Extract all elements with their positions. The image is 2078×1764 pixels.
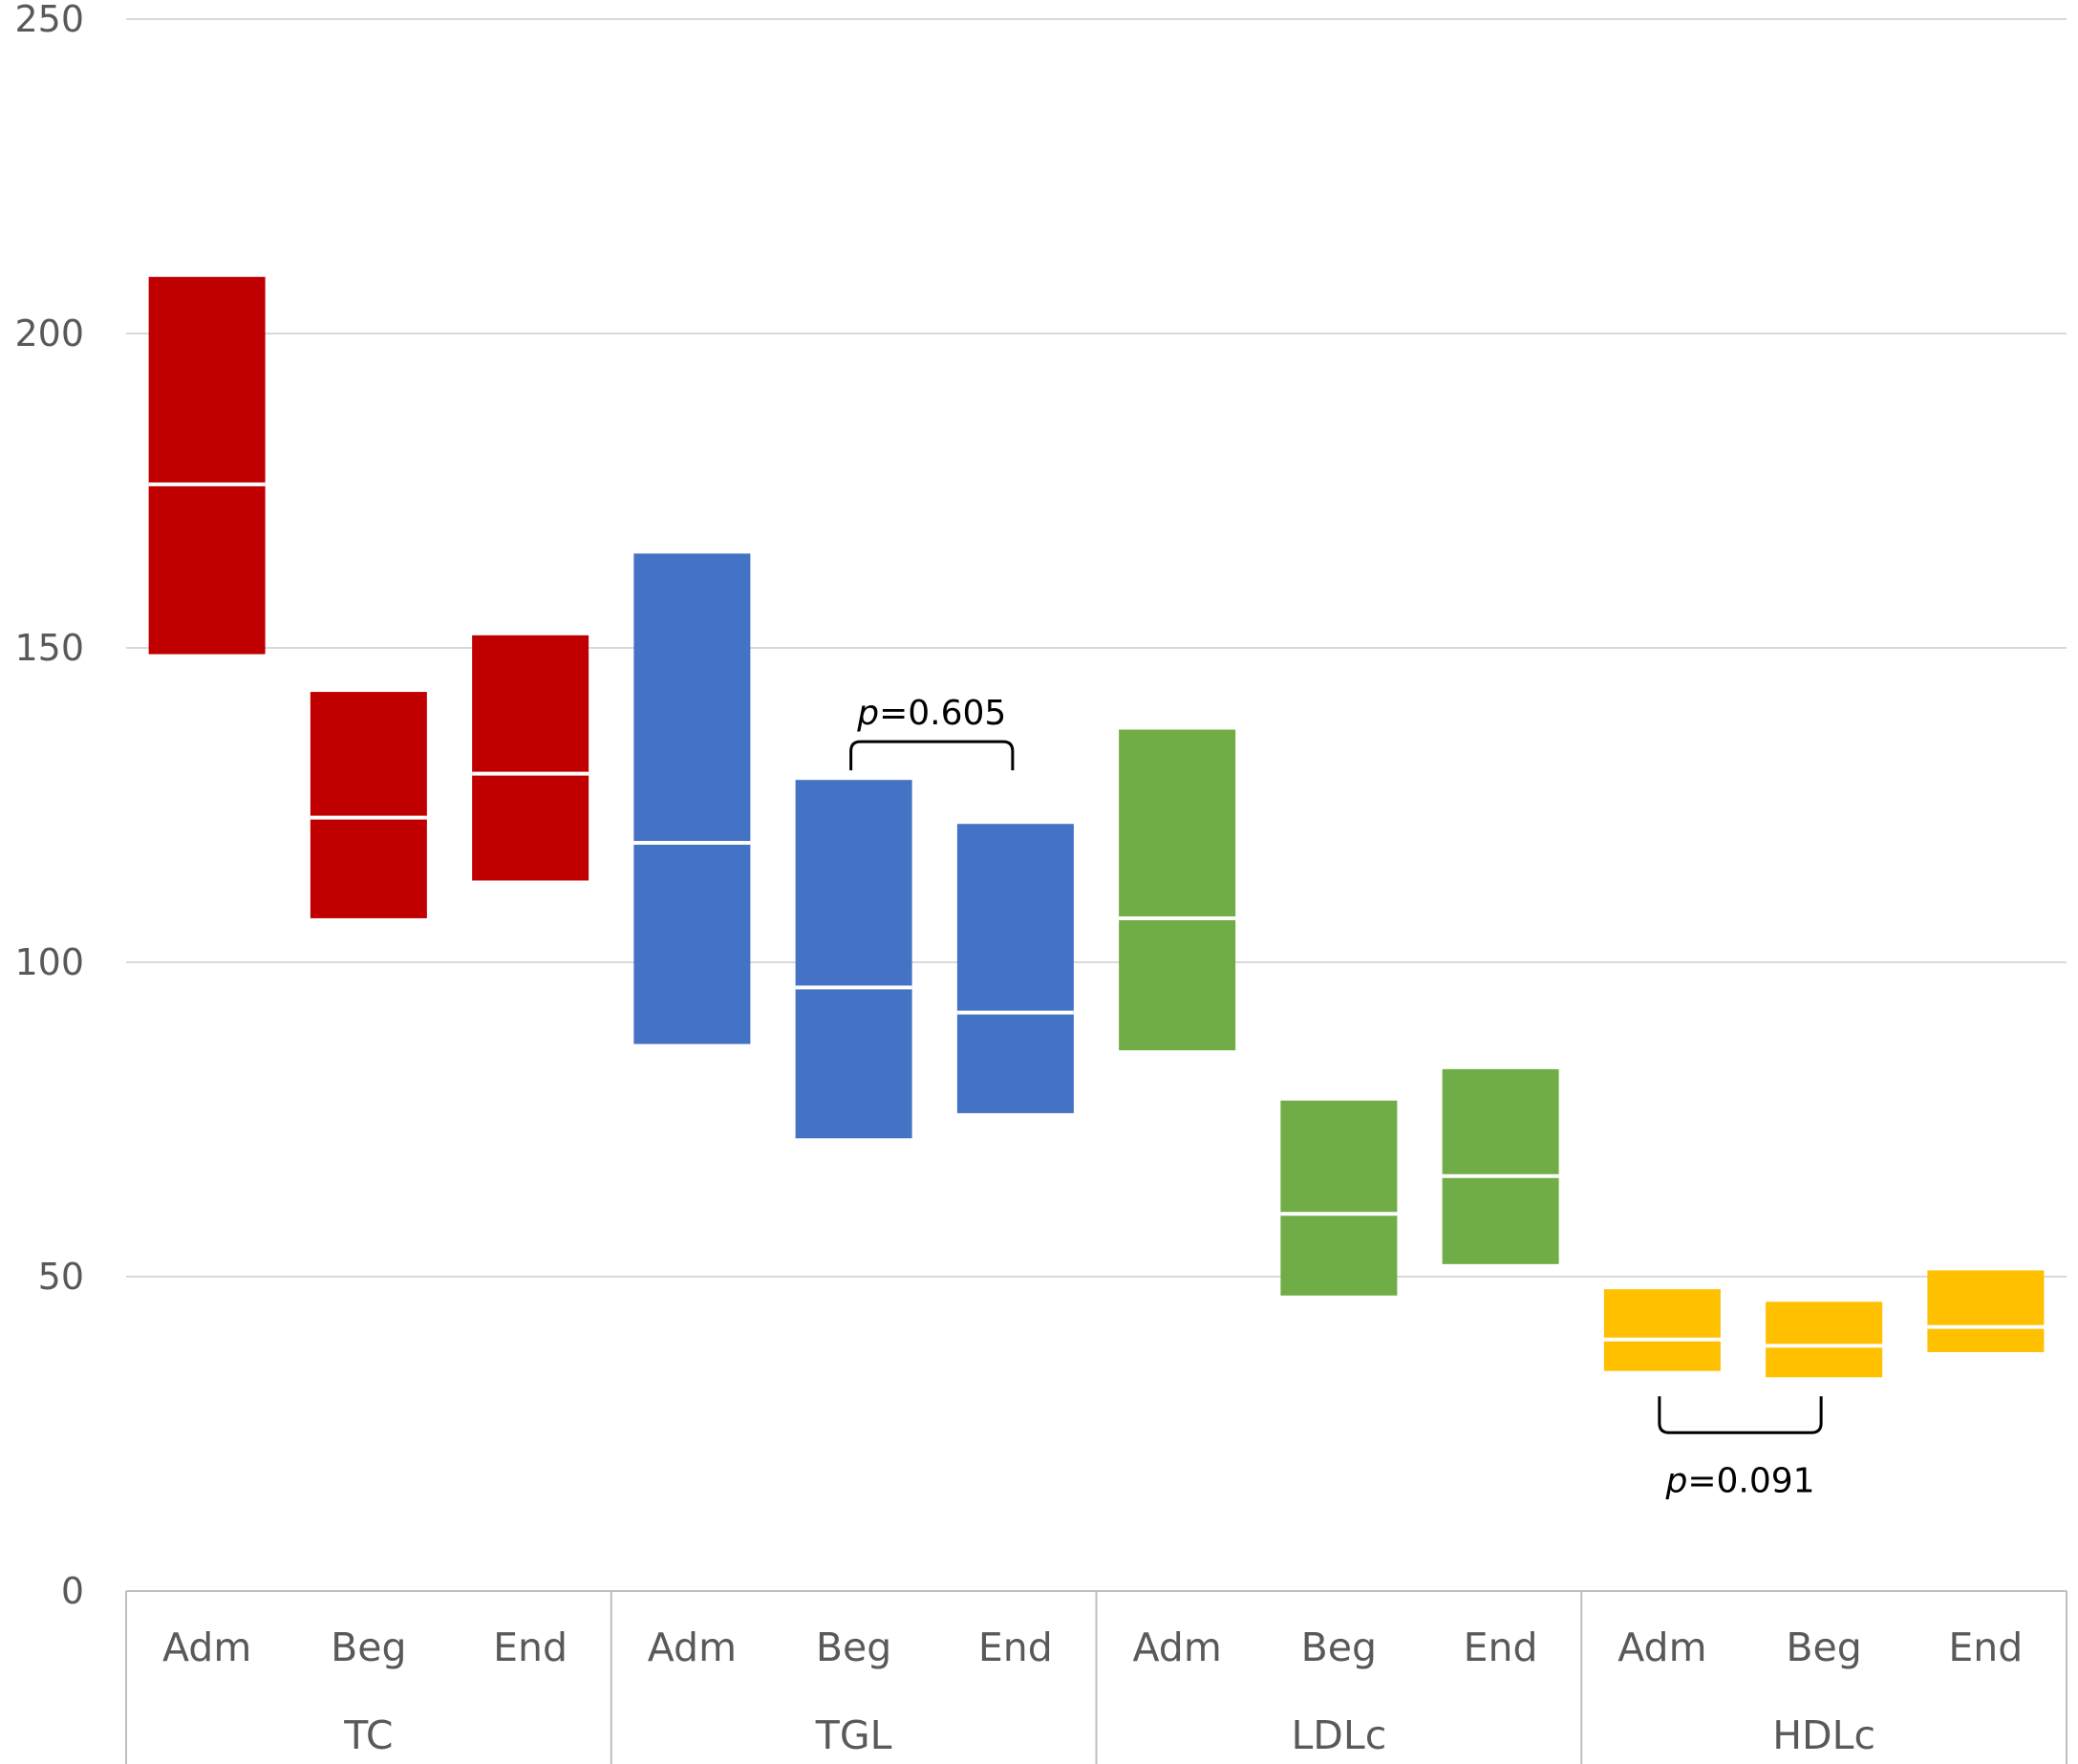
x-category-label: Adm xyxy=(162,1624,251,1670)
box-tgl-end xyxy=(956,824,1074,1113)
x-category-label: End xyxy=(1464,1624,1538,1670)
y-tick-label: 100 xyxy=(14,941,84,983)
x-group-label: LDLc xyxy=(1291,1712,1386,1758)
x-category-label: Adm xyxy=(1617,1624,1706,1670)
box-hdlc-adm xyxy=(1603,1289,1721,1371)
box-ldlc-adm xyxy=(1119,729,1236,1051)
box-tgl-beg xyxy=(795,780,912,1139)
x-group-label: TC xyxy=(343,1712,393,1758)
x-group-label: HDLc xyxy=(1772,1712,1875,1758)
x-category-label: End xyxy=(978,1624,1053,1670)
x-category-label: End xyxy=(1948,1624,2023,1670)
p-value-label: p=0.605 xyxy=(856,694,1006,733)
y-tick-label: 250 xyxy=(14,0,84,40)
plot-area xyxy=(148,276,2045,1378)
significance-bracket xyxy=(1658,1396,1823,1434)
box-hdlc-beg xyxy=(1766,1301,1883,1378)
box-tc-adm xyxy=(148,276,266,655)
x-category-label: Beg xyxy=(1301,1624,1377,1670)
box-tc-end xyxy=(472,635,589,881)
x-axis: Adm Beg End TC Adm Beg End TGL Adm Beg End LDLc Adm B… xyxy=(125,1590,2067,1764)
y-tick-label: 150 xyxy=(14,627,84,669)
x-group-label: TGL xyxy=(815,1712,892,1758)
x-category-label: Beg xyxy=(1786,1624,1861,1670)
annotations: p=0.605 p=0.091 xyxy=(849,694,1823,1500)
significance-bracket xyxy=(849,740,1015,771)
box-tgl-adm xyxy=(633,553,751,1044)
y-tick-label: 50 xyxy=(38,1256,84,1298)
box-tc-beg xyxy=(310,692,427,918)
x-category-label: Beg xyxy=(816,1624,891,1670)
box-ldlc-beg xyxy=(1280,1100,1398,1296)
gridlines xyxy=(126,18,2067,1278)
x-category-label: Beg xyxy=(331,1624,406,1670)
y-tick-label: 0 xyxy=(61,1570,84,1612)
y-tick-label: 200 xyxy=(14,312,84,355)
box-ldlc-end xyxy=(1442,1068,1559,1264)
box-hdlc-end xyxy=(1927,1270,2045,1352)
y-axis-ticks: 0 50 100 150 200 250 xyxy=(14,0,84,1612)
x-category-label: End xyxy=(493,1624,568,1670)
x-category-label: Adm xyxy=(648,1624,737,1670)
p-value-label: p=0.091 xyxy=(1664,1461,1814,1500)
x-category-label: Adm xyxy=(1132,1624,1221,1670)
